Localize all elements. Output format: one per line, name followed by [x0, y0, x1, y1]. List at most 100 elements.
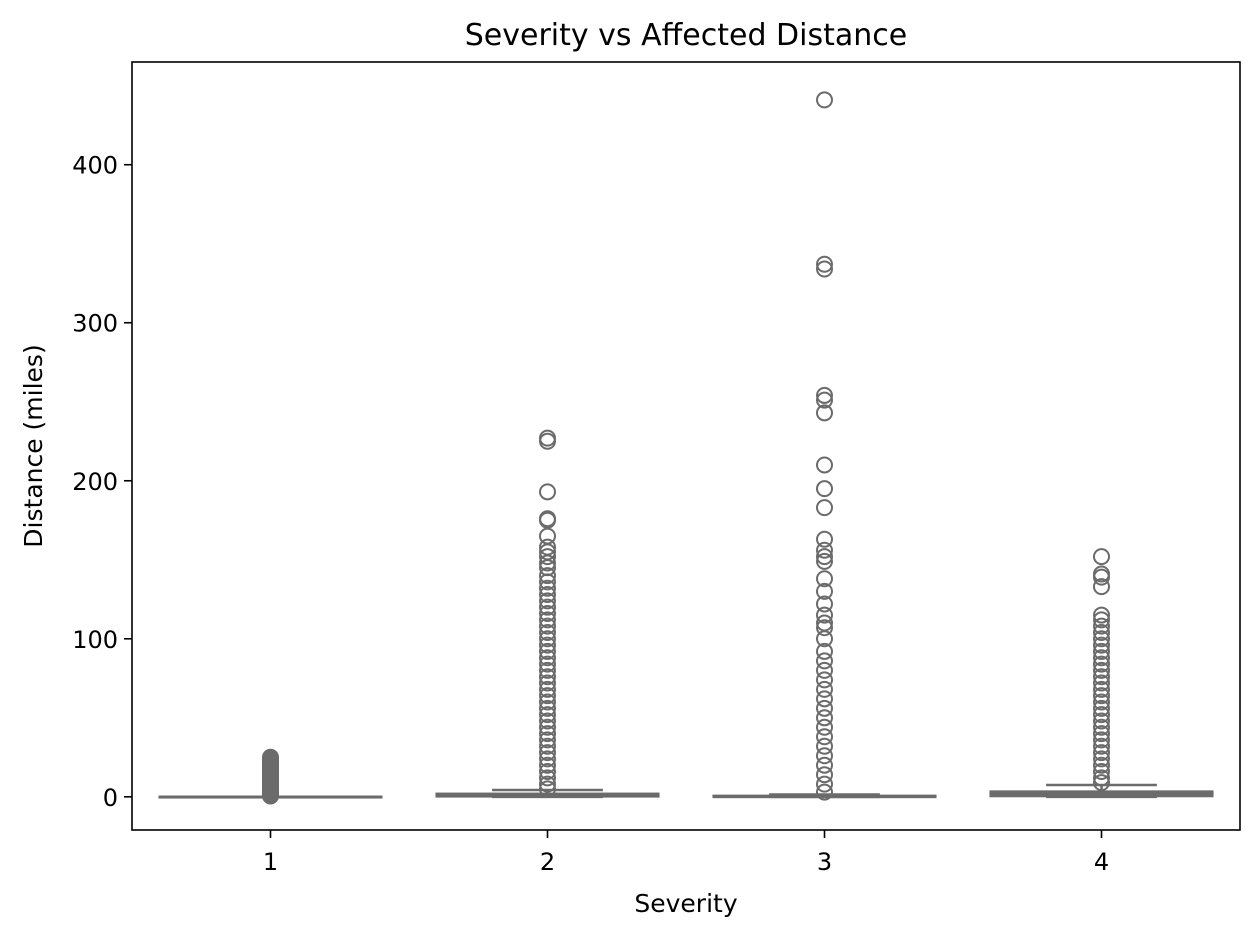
outlier-point [539, 731, 556, 749]
outlier-point [816, 386, 833, 404]
outlier-point [1093, 611, 1110, 629]
outlier-point [539, 579, 556, 597]
outlier-point [816, 737, 833, 755]
outlier-point [1093, 655, 1110, 673]
outlier-point [816, 619, 833, 637]
outlier-point [816, 456, 833, 474]
outlier-point [816, 541, 833, 559]
outlier-point [816, 766, 833, 784]
outlier-point [816, 606, 833, 624]
outlier-point [1093, 731, 1110, 749]
outlier-point [539, 649, 556, 667]
outlier-point [1093, 763, 1110, 781]
outlier-point [539, 483, 556, 501]
outlier-point [816, 595, 833, 613]
y-axis-label: Distance (miles) [19, 344, 48, 547]
outlier-point [1093, 769, 1110, 787]
outlier-point [539, 630, 556, 648]
outlier-point [816, 404, 833, 422]
outlier-point [1093, 687, 1110, 705]
outlier-point [1093, 756, 1110, 774]
outlier-point [539, 605, 556, 623]
y-tick-label: 200 [72, 468, 118, 496]
outlier-point [1093, 680, 1110, 698]
chart-title: Severity vs Affected Distance [465, 18, 907, 53]
outlier-point [539, 567, 556, 585]
outlier-point [1093, 668, 1110, 686]
x-tick-label: 4 [1094, 848, 1109, 876]
outlier-point [539, 718, 556, 736]
outlier-point [539, 775, 556, 793]
outlier-point [539, 617, 556, 635]
outlier-point [816, 728, 833, 746]
outlier-point [816, 783, 833, 801]
outlier-point [816, 775, 833, 793]
outlier-point [816, 709, 833, 727]
outlier-point [539, 712, 556, 730]
outlier-point [539, 655, 556, 673]
y-tick-label: 300 [72, 310, 118, 338]
outlier-point [1093, 636, 1110, 654]
outlier-point [539, 661, 556, 679]
outlier-point [1093, 750, 1110, 768]
x-tick-label: 1 [263, 848, 278, 876]
outlier-point [262, 787, 279, 805]
outlier-point [816, 260, 833, 278]
outlier-point [539, 642, 556, 660]
y-axis: 0 100 200 300 400 [72, 152, 132, 812]
outlier-point [816, 642, 833, 660]
outlier-point [816, 499, 833, 517]
outlier-point [1093, 649, 1110, 667]
outlier-point [539, 680, 556, 698]
x-axis-label: Severity [634, 889, 737, 918]
outlier-point [816, 530, 833, 548]
outlier-point [539, 687, 556, 705]
outlier-point [539, 725, 556, 743]
outlier-point [816, 690, 833, 708]
outlier-point [1093, 606, 1110, 624]
outlier-point [1093, 578, 1110, 596]
outlier-point [816, 630, 833, 648]
outlier-point [1093, 623, 1110, 641]
outlier-point [539, 592, 556, 610]
outlier-point [539, 668, 556, 686]
outlier-point [539, 611, 556, 629]
outlier-point [539, 744, 556, 762]
outlier-point [816, 718, 833, 736]
outlier-point [539, 548, 556, 566]
outlier-point [1093, 642, 1110, 660]
outlier-point [816, 699, 833, 717]
plot-frame [131, 61, 1241, 831]
x-axis: 1 2 3 4 [263, 830, 1109, 876]
outlier-point [1093, 699, 1110, 717]
outlier-point [539, 598, 556, 616]
y-tick-label: 400 [72, 152, 118, 180]
outlier-point [1093, 617, 1110, 635]
outlier-point [539, 706, 556, 724]
outlier-point [816, 391, 833, 409]
outlier-point [816, 652, 833, 670]
outlier-point [539, 737, 556, 755]
outlier-point [1093, 712, 1110, 730]
outlier-point [539, 769, 556, 787]
outlier-point [816, 680, 833, 698]
outlier-point [1093, 774, 1110, 792]
outlier-point [539, 573, 556, 591]
x-tick-label: 2 [540, 848, 555, 876]
outlier-point [539, 674, 556, 692]
outlier-point [1093, 744, 1110, 762]
outlier-point [539, 763, 556, 781]
outlier-point [816, 671, 833, 689]
outlier-point [1093, 737, 1110, 755]
outlier-point [1093, 718, 1110, 736]
y-tick-label: 0 [103, 784, 118, 812]
outlier-point [816, 582, 833, 600]
outlier-point [1093, 693, 1110, 711]
outlier-point [1093, 630, 1110, 648]
outlier-point [816, 552, 833, 570]
outlier-point [539, 586, 556, 604]
outlier-point [1093, 548, 1110, 566]
outlier-point [539, 756, 556, 774]
outlier-point [816, 756, 833, 774]
